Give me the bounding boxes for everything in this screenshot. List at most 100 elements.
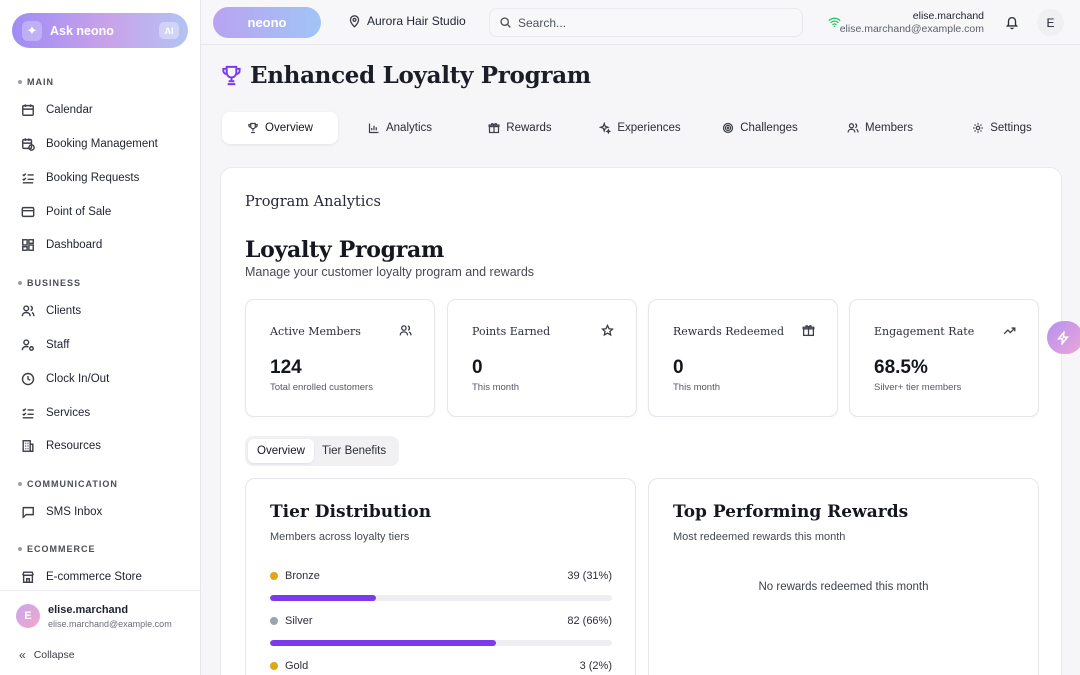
ai-badge: AI [159, 22, 179, 39]
subtab-tier-benefits[interactable]: Tier Benefits [322, 445, 387, 457]
panel-subtitle: Members across loyalty tiers [270, 531, 410, 543]
search-box[interactable] [489, 8, 803, 37]
stat-card-points-earned: Points Earned 0 This month [447, 299, 637, 417]
sidebar-item-point-of-sale[interactable]: Point of Sale [21, 202, 111, 222]
tab-experiences[interactable]: Experiences [582, 112, 698, 144]
tab-settings[interactable]: Settings [944, 112, 1060, 144]
tier-name: Bronze [285, 570, 320, 582]
target-icon [723, 122, 734, 134]
tier-value: 82 (66%) [567, 615, 612, 627]
sidebar-item-label: Booking Requests [46, 172, 140, 184]
section-heading: Program Analytics [245, 194, 381, 210]
sidebar-item-label: Calendar [46, 104, 93, 116]
tier-row-bronze: Bronze 39 (31%) [270, 570, 612, 601]
stat-title: Points Earned [472, 325, 551, 338]
calendar-icon [21, 103, 35, 117]
bell-icon[interactable] [1005, 14, 1019, 30]
sidebar-item-label: Clock In/Out [46, 373, 110, 385]
star-icon [600, 323, 615, 337]
sidebar-item-clock-in-out[interactable]: Clock In/Out [21, 369, 109, 389]
stat-card-active-members: Active Members 124 Total enrolled custom… [245, 299, 435, 417]
trending-up-icon [1003, 324, 1016, 337]
sidebar-item-resources[interactable]: Resources [21, 436, 101, 456]
chevrons-left-icon: « [19, 648, 26, 662]
tier-color-dot [270, 662, 278, 671]
gift-icon [802, 324, 815, 337]
sidebar-item-clients[interactable]: Clients [21, 301, 81, 321]
credit-card-icon [21, 205, 35, 219]
tier-value: 39 (31%) [567, 570, 612, 582]
users-icon [847, 123, 859, 133]
neono-logo[interactable]: neono [213, 7, 321, 38]
sidebar-item-staff[interactable]: Staff [21, 335, 69, 355]
trophy-icon [222, 65, 241, 86]
sidebar-item-booking-management[interactable]: Booking Management [21, 134, 158, 154]
sidebar-item-sms-inbox[interactable]: SMS Inbox [21, 502, 102, 522]
search-icon [500, 17, 511, 28]
avatar: E [16, 604, 40, 628]
sidebar-item-booking-requests[interactable]: Booking Requests [21, 168, 139, 188]
collapse-button[interactable]: « Collapse [19, 648, 75, 662]
users-icon [399, 324, 412, 337]
tab-challenges[interactable]: Challenges [702, 112, 818, 144]
ask-assistant-label: Ask neono [50, 23, 114, 38]
tier-color-dot [270, 617, 278, 626]
stat-card-rewards-redeemed: Rewards Redeemed 0 This month [648, 299, 838, 417]
topbar: neono Aurora Hair Studio elise.marchand … [201, 0, 1080, 45]
sidebar-item-label: E-commerce Store [46, 571, 142, 583]
sparkles-icon: ✦ [22, 20, 42, 41]
stat-value: 0 [673, 357, 684, 378]
lightning-icon [1056, 330, 1070, 345]
list-check-icon [21, 406, 35, 420]
tier-name: Silver [285, 615, 313, 627]
stat-subtext: This month [673, 382, 720, 393]
sidebar-user[interactable]: E elise.marchand elise.marchand@example.… [0, 590, 201, 675]
tab-label: Analytics [385, 122, 433, 134]
user-cog-icon [21, 338, 35, 352]
location-selector[interactable]: Aurora Hair Studio [348, 14, 466, 28]
store-icon [21, 570, 35, 584]
avatar[interactable]: E [1037, 9, 1064, 36]
sidebar-user-name: elise.marchand [48, 604, 129, 616]
stat-subtext: Silver+ tier members [874, 382, 962, 393]
topbar-user-name: elise.marchand [912, 10, 984, 22]
sidebar-item-label: SMS Inbox [46, 506, 103, 518]
tab-overview[interactable]: Overview [222, 112, 338, 144]
tier-distribution-panel: Tier Distribution Members across loyalty… [245, 478, 636, 675]
users-icon [21, 304, 35, 318]
sidebar-item-services[interactable]: Services [21, 403, 90, 423]
tier-progress-bar [270, 595, 612, 601]
sparkles-icon [599, 122, 612, 134]
tier-row-gold: Gold 3 (2%) [270, 660, 612, 675]
ask-assistant-button[interactable]: ✦ Ask neono AI [12, 13, 188, 48]
search-input[interactable] [518, 15, 788, 30]
gear-icon [973, 123, 984, 133]
topbar-user[interactable]: elise.marchand elise.marchand@example.co… [840, 10, 984, 35]
panel-title: Top Performing Rewards [673, 502, 909, 522]
panel-title: Tier Distribution [270, 502, 432, 522]
tab-analytics[interactable]: Analytics [342, 112, 458, 144]
quick-action-button[interactable] [1047, 321, 1080, 354]
sidebar-item-ecommerce-store[interactable]: E-commerce Store [21, 567, 142, 587]
topbar-user-email: elise.marchand@example.com [839, 23, 984, 35]
page-title: Enhanced Loyalty Program [220, 62, 591, 89]
stat-value: 0 [472, 357, 483, 378]
stat-value: 124 [270, 357, 302, 378]
tier-progress-fill [270, 595, 377, 601]
stat-title: Rewards Redeemed [673, 325, 785, 338]
subtab-overview[interactable]: Overview [248, 439, 314, 463]
tab-rewards[interactable]: Rewards [462, 112, 578, 144]
tier-value: 3 (2%) [579, 660, 612, 672]
sidebar-item-dashboard[interactable]: Dashboard [21, 235, 102, 255]
stat-subtext: Total enrolled customers [270, 382, 373, 393]
analytics-subtabs: Overview Tier Benefits [245, 436, 399, 466]
sidebar-item-label: Services [46, 407, 91, 419]
tab-members[interactable]: Members [822, 112, 938, 144]
building-icon [21, 439, 35, 453]
gift-icon [488, 122, 500, 134]
bar-chart-icon [368, 123, 379, 134]
tab-label: Members [865, 122, 913, 134]
stat-value: 68.5% [874, 357, 928, 378]
tier-color-dot [270, 572, 278, 581]
sidebar-item-calendar[interactable]: Calendar [21, 100, 93, 120]
